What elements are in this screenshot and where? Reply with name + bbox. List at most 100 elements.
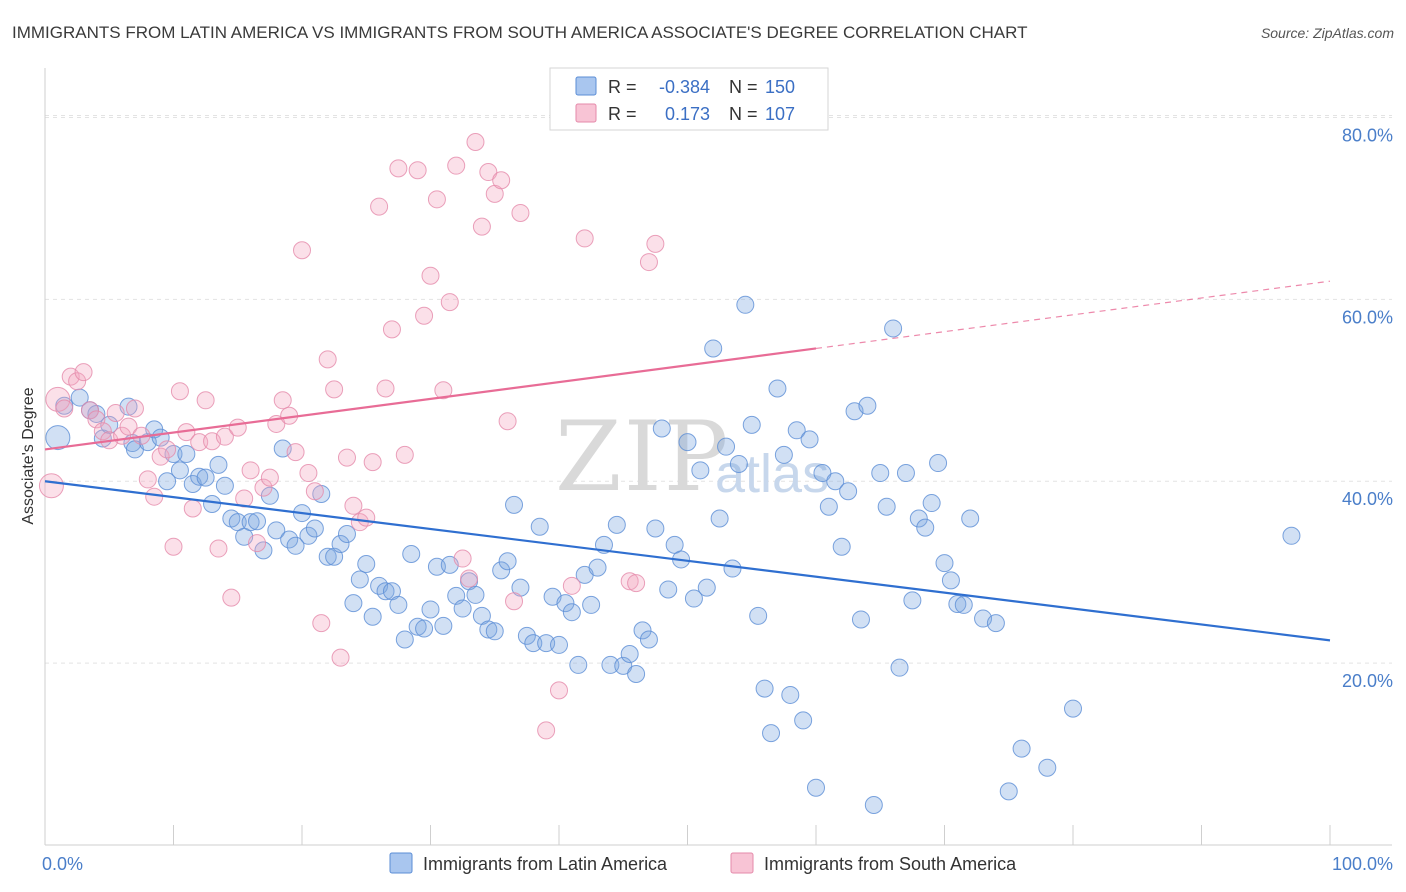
data-point (190, 433, 209, 452)
data-point (575, 229, 594, 248)
data-point (453, 549, 472, 568)
data-point (562, 603, 581, 622)
data-point (427, 190, 446, 209)
data-point (376, 582, 395, 601)
data-point (530, 517, 549, 536)
data-point (505, 592, 524, 611)
legend-swatch-south (575, 103, 597, 123)
data-point (318, 350, 337, 369)
data-point (241, 461, 260, 480)
data-point (241, 513, 260, 532)
data-point (498, 412, 517, 431)
data-point (273, 391, 292, 410)
data-point (639, 630, 658, 649)
data-point (177, 444, 196, 463)
data-point (903, 591, 922, 610)
legend-r-value-1: -0.384 (659, 77, 710, 97)
data-point (350, 570, 369, 589)
data-point (851, 610, 870, 629)
data-point (447, 156, 466, 175)
data-point (749, 606, 768, 625)
data-point (395, 445, 414, 464)
data-point (395, 630, 414, 649)
data-point (293, 241, 311, 260)
data-point (466, 133, 485, 152)
data-point (941, 571, 960, 590)
data-point (151, 447, 170, 466)
data-point (511, 203, 530, 222)
data-point (601, 655, 620, 674)
data-point (235, 489, 254, 508)
data-point (839, 482, 858, 501)
legend-n-label-1: N = (729, 77, 758, 97)
data-point (922, 494, 941, 513)
x-tick-label: 100.0% (1332, 854, 1393, 874)
data-point (999, 782, 1018, 801)
data-point (524, 634, 543, 653)
data-point (415, 306, 434, 325)
data-point (1282, 526, 1301, 545)
data-point (646, 519, 665, 538)
data-point (813, 464, 832, 483)
bottom-legend-swatch-latin (389, 852, 413, 874)
data-point (434, 381, 453, 400)
data-point (254, 478, 273, 497)
data-point (68, 372, 87, 391)
data-point (774, 445, 793, 464)
data-point (370, 197, 389, 216)
data-point (627, 574, 646, 593)
data-point (344, 496, 363, 515)
data-point (877, 497, 896, 516)
data-point (209, 455, 228, 474)
y-tick-label: 20.0% (1342, 671, 1393, 691)
data-point (267, 521, 286, 540)
data-point (145, 487, 164, 506)
data-point (45, 386, 71, 412)
data-point (582, 595, 601, 614)
data-point (158, 440, 177, 459)
tick-labels: 20.0% 40.0% 60.0% 80.0% 0.0% 100.0% (42, 125, 1393, 874)
data-point (652, 419, 671, 438)
chart-source: Source: ZipAtlas.com (1261, 25, 1394, 41)
chart-title: IMMIGRANTS FROM LATIN AMERICA VS IMMIGRA… (12, 23, 1028, 42)
data-point (38, 473, 64, 499)
data-point (196, 391, 215, 410)
legend-n-value-2: 107 (765, 104, 795, 124)
data-point (909, 509, 928, 528)
data-point (627, 665, 646, 684)
data-point (357, 508, 376, 527)
data-point (415, 619, 434, 638)
legend-r-label-2: R = (608, 104, 637, 124)
data-point (550, 635, 568, 654)
data-point (800, 430, 819, 449)
legend-n-value-1: 150 (765, 77, 795, 97)
data-point (331, 648, 350, 667)
data-point (87, 410, 106, 429)
data-point (884, 319, 903, 338)
data-point (736, 295, 755, 314)
data-point (826, 472, 845, 491)
data-point (807, 778, 825, 797)
data-point (248, 534, 267, 553)
data-point (119, 417, 138, 436)
data-point (704, 339, 723, 358)
data-point (691, 461, 710, 480)
data-point (158, 472, 177, 491)
data-point (164, 537, 183, 556)
data-point (280, 530, 299, 549)
y-axis-label: Associate's Degree (20, 387, 37, 524)
data-point (299, 526, 318, 545)
data-point (408, 161, 427, 180)
data-point (485, 622, 504, 641)
data-point (80, 401, 99, 420)
bottom-legend-label-south: Immigrants from South America (764, 854, 1017, 874)
data-point (106, 404, 125, 423)
trend-line-1 (44, 347, 817, 451)
data-point (717, 437, 736, 456)
data-point (286, 443, 305, 462)
data-point (620, 572, 639, 591)
data-point (183, 499, 202, 518)
data-point (209, 539, 228, 558)
legend-swatch-latin (575, 76, 597, 96)
